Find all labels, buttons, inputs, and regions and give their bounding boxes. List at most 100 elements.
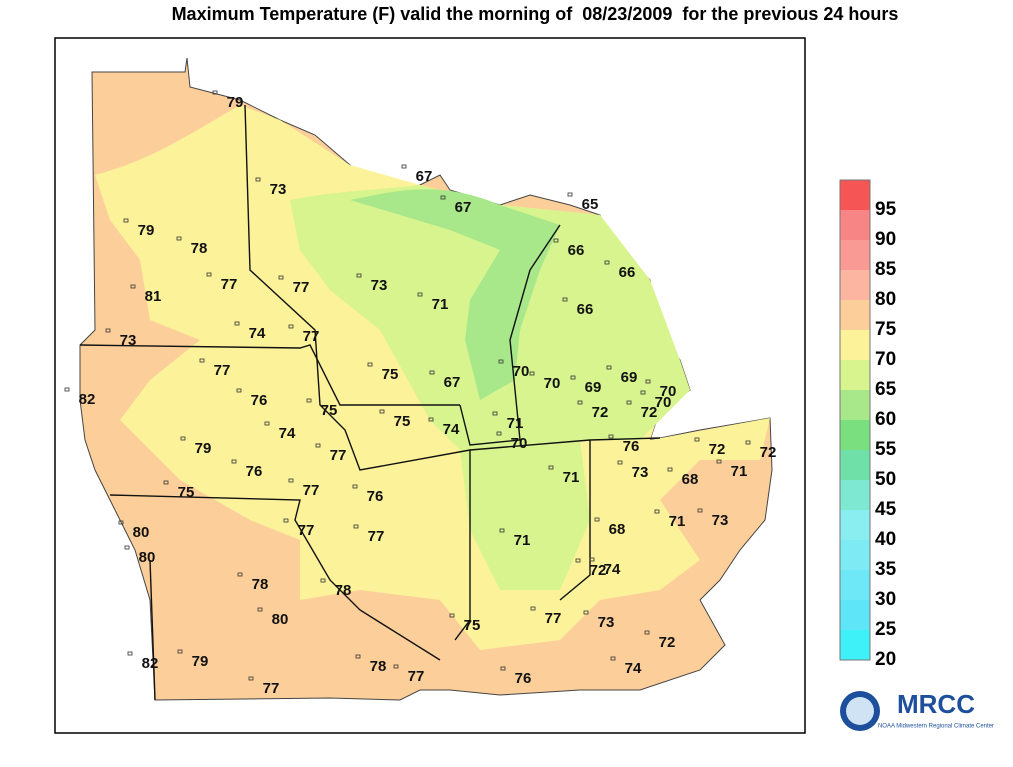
station-value: 75 [464, 617, 481, 634]
station-value: 71 [432, 296, 449, 313]
station-value: 78 [191, 240, 208, 257]
station-value: 77 [408, 668, 425, 685]
station-value: 74 [625, 660, 642, 677]
station-dot [575, 558, 581, 563]
station-dot [199, 358, 205, 363]
station-value: 71 [507, 415, 524, 432]
station-labels: 79 73 79 78 81 77 77 73 71 74 77 73 77 75 67 82 76 75 75 74… [64, 90, 776, 697]
station-value: 77 [303, 328, 320, 345]
station-value: 73 [598, 614, 615, 631]
station-value: 70 [660, 383, 677, 400]
station-value: 71 [669, 513, 686, 530]
station-dot [500, 666, 506, 671]
legend-swatch [840, 330, 870, 360]
station-value: 77 [303, 482, 320, 499]
station-dot [176, 236, 182, 241]
station-dot [124, 545, 130, 550]
station-dot [417, 292, 423, 297]
station-value: 75 [321, 402, 338, 419]
station-value: 73 [120, 332, 137, 349]
legend-tick-label: 85 [875, 259, 897, 280]
station-value: 78 [370, 658, 387, 675]
logo-emblem [846, 697, 874, 725]
logo: MRCC NOAA Midwestern Regional Climate Ce… [840, 689, 994, 731]
station-value: 72 [592, 404, 609, 421]
station-value: 77 [221, 276, 238, 293]
station-dot [206, 272, 212, 277]
station-dot [589, 557, 595, 562]
station-value: 74 [249, 325, 266, 342]
station-value: 76 [367, 488, 384, 505]
station-dot [562, 297, 568, 302]
station-value: 78 [252, 576, 269, 593]
station-value: 73 [371, 277, 388, 294]
legend-tick-label: 90 [875, 229, 896, 250]
station-value: 80 [272, 611, 289, 628]
station-value: 76 [623, 438, 640, 455]
station-dot [608, 434, 614, 439]
station-dot [257, 607, 263, 612]
station-dot [212, 90, 218, 95]
station-value: 75 [382, 366, 399, 383]
station-dot [234, 321, 240, 326]
legend-swatch [840, 390, 870, 420]
station-value: 77 [545, 610, 562, 627]
station-value: 71 [514, 532, 531, 549]
legend-swatch [840, 630, 870, 660]
station-value: 67 [444, 374, 461, 391]
legend: 95 90 85 80 75 70 65 60 55 50 45 40 35 30 25 20 [839, 179, 897, 670]
station-dot [645, 379, 651, 384]
legend-frame [839, 179, 871, 661]
station-dot [393, 664, 399, 669]
station-value: 79 [227, 94, 244, 111]
station-dot [288, 324, 294, 329]
station-dot [594, 517, 600, 522]
station-value: 69 [621, 369, 638, 386]
legend-swatch [840, 570, 870, 600]
legend-tick-label: 95 [875, 199, 897, 220]
station-value: 66 [577, 301, 594, 318]
station-value: 67 [416, 168, 433, 185]
legend-tick-label: 45 [875, 499, 897, 520]
logo-name: MRCC [897, 689, 975, 719]
station-value: 79 [195, 440, 212, 457]
station-dot [127, 651, 133, 656]
station-dot [604, 260, 610, 265]
station-value: 71 [563, 469, 580, 486]
legend-swatch [840, 420, 870, 450]
station-value: 73 [632, 464, 649, 481]
station-dot [716, 459, 722, 464]
station-dot [320, 578, 326, 583]
station-dot [577, 400, 583, 405]
station-value: 82 [142, 655, 159, 672]
station-dot [548, 465, 554, 470]
map-fill [79, 57, 773, 701]
station-value: 70 [511, 435, 528, 452]
station-value: 79 [138, 222, 155, 239]
station-dot [694, 437, 700, 442]
station-dot [180, 436, 186, 441]
legend-swatch [840, 480, 870, 510]
legend-tick-label: 55 [875, 439, 897, 460]
station-value: 75 [178, 484, 195, 501]
station-value: 74 [443, 421, 460, 438]
station-dot [283, 518, 289, 523]
legend-swatch [840, 240, 870, 270]
station-value: 78 [335, 582, 352, 599]
station-value: 76 [246, 463, 263, 480]
station-value: 65 [582, 196, 599, 213]
station-dot [278, 275, 284, 280]
station-value: 72 [709, 441, 726, 458]
station-dot [745, 440, 751, 445]
station-dot [429, 370, 435, 375]
station-dot [130, 284, 136, 289]
station-dot [315, 443, 321, 448]
station-value: 80 [139, 549, 156, 566]
station-dot [306, 398, 312, 403]
station-dot [255, 177, 261, 182]
state-borders [79, 104, 661, 701]
legend-swatch [840, 300, 870, 330]
station-value: 75 [394, 413, 411, 430]
